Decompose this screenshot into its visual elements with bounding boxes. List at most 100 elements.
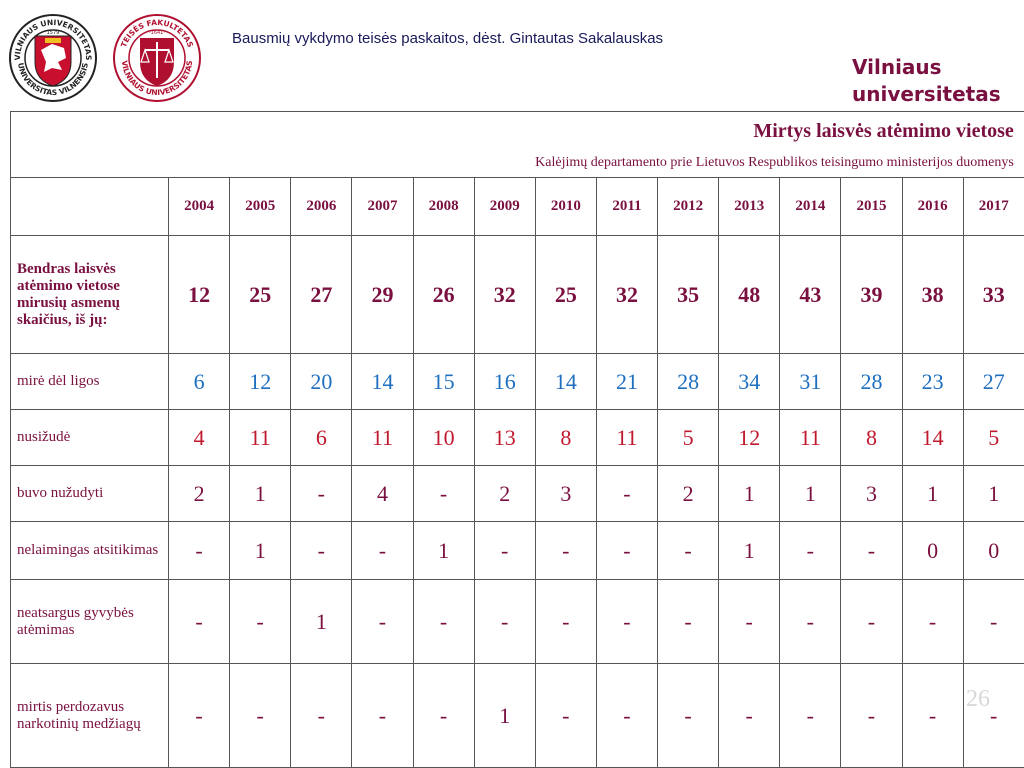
value-cell: - bbox=[595, 579, 659, 664]
value-cell: - bbox=[901, 663, 964, 768]
value-cell: 6 bbox=[290, 409, 353, 466]
value-cell: - bbox=[595, 663, 659, 768]
value-cell: 1 bbox=[473, 663, 536, 768]
value-cell: - bbox=[167, 579, 231, 664]
value-cell: 34 bbox=[718, 353, 781, 410]
value-cell: 1 bbox=[718, 465, 781, 522]
value-cell: 1 bbox=[901, 465, 964, 522]
university-logo: VILNIAUS UNIVERSITETAS UNIVERSITAS VILNE… bbox=[9, 14, 97, 102]
value-cell: 25 bbox=[229, 235, 292, 354]
value-cell: 1 bbox=[718, 521, 781, 580]
value-cell: - bbox=[718, 663, 781, 768]
value-cell: 27 bbox=[962, 353, 1024, 410]
value-cell: 38 bbox=[901, 235, 964, 354]
value-cell: - bbox=[962, 663, 1024, 768]
year-header: 2004 bbox=[167, 177, 231, 236]
value-cell: - bbox=[534, 521, 597, 580]
value-cell: - bbox=[351, 521, 414, 580]
value-cell: 4 bbox=[351, 465, 414, 522]
value-cell: 14 bbox=[534, 353, 597, 410]
value-cell: - bbox=[229, 579, 292, 664]
value-cell: 31 bbox=[779, 353, 842, 410]
year-row: 2004 2005 2006 2007 2008 2009 2010 2011 2012 2013… bbox=[10, 177, 1024, 236]
table-source: Kalėjimų departamento prie Lietuvos Resp… bbox=[535, 155, 1014, 170]
year-header: 2013 bbox=[718, 177, 781, 236]
table-title-row: Mirtys laisvės atėmimo vietose Kalėjimų … bbox=[10, 111, 1024, 178]
page-number: 26 bbox=[966, 686, 990, 712]
value-cell: 13 bbox=[473, 409, 536, 466]
empty-corner-cell bbox=[10, 177, 169, 236]
year-header: 2011 bbox=[595, 177, 659, 236]
value-cell: 4 bbox=[167, 409, 231, 466]
value-cell: 11 bbox=[779, 409, 842, 466]
table-title: Mirtys laisvės atėmimo vietose bbox=[753, 120, 1014, 142]
row-label: buvo nužudyti bbox=[10, 465, 169, 522]
value-cell: 14 bbox=[901, 409, 964, 466]
value-cell: 32 bbox=[473, 235, 536, 354]
value-cell: - bbox=[840, 663, 903, 768]
value-cell: - bbox=[351, 579, 414, 664]
value-cell: 11 bbox=[595, 409, 659, 466]
value-cell: 3 bbox=[840, 465, 903, 522]
year-header: 2014 bbox=[779, 177, 842, 236]
value-cell: 10 bbox=[412, 409, 475, 466]
value-cell: - bbox=[473, 579, 536, 664]
value-cell: 8 bbox=[840, 409, 903, 466]
value-cell: - bbox=[779, 579, 842, 664]
value-cell: - bbox=[840, 579, 903, 664]
value-cell: 15 bbox=[412, 353, 475, 410]
value-cell: - bbox=[290, 521, 353, 580]
value-cell: - bbox=[290, 465, 353, 522]
value-cell: 16 bbox=[473, 353, 536, 410]
brand-line-1: Vilniaus bbox=[852, 55, 942, 79]
value-cell: 39 bbox=[840, 235, 903, 354]
value-cell: 2 bbox=[167, 465, 231, 522]
value-cell: 3 bbox=[534, 465, 597, 522]
year-header: 2006 bbox=[290, 177, 353, 236]
value-cell: - bbox=[534, 579, 597, 664]
value-cell: 5 bbox=[962, 409, 1024, 466]
value-cell: 1 bbox=[412, 521, 475, 580]
value-cell: 0 bbox=[962, 521, 1024, 580]
value-cell: 28 bbox=[656, 353, 720, 410]
value-cell: 33 bbox=[962, 235, 1024, 354]
year-header: 2007 bbox=[351, 177, 414, 236]
year-header: 2008 bbox=[412, 177, 475, 236]
value-cell: - bbox=[534, 663, 597, 768]
value-cell: - bbox=[351, 663, 414, 768]
value-cell: - bbox=[595, 521, 659, 580]
value-cell: 12 bbox=[718, 409, 781, 466]
value-cell: 2 bbox=[656, 465, 720, 522]
year-header: 2005 bbox=[229, 177, 292, 236]
value-cell: 11 bbox=[229, 409, 292, 466]
table-row: buvo nužudyti 2 1-4-2 3-2 1 1 3 1 1 bbox=[10, 465, 1024, 522]
year-header: 2016 bbox=[901, 177, 964, 236]
value-cell: - bbox=[901, 579, 964, 664]
row-label: neatsargus gyvybės atėmimas bbox=[10, 579, 169, 664]
value-cell: - bbox=[656, 579, 720, 664]
row-label: nusižudė bbox=[10, 409, 169, 466]
value-cell: 21 bbox=[595, 353, 659, 410]
brand-wordmark: Vilniaus universitetas bbox=[852, 54, 1001, 108]
value-cell: 32 bbox=[595, 235, 659, 354]
svg-text:1579: 1579 bbox=[47, 30, 60, 36]
value-cell: 12 bbox=[167, 235, 231, 354]
brand-line-2: universitetas bbox=[852, 82, 1001, 106]
faculty-logo: TEISĖS FAKULTETAS VILNIAUS UNIVERSITETAS… bbox=[113, 14, 201, 102]
value-cell: 1 bbox=[962, 465, 1024, 522]
value-cell: - bbox=[167, 663, 231, 768]
table-row: Bendras laisvės atėmimo vietose mirusių … bbox=[10, 235, 1024, 354]
value-cell: 26 bbox=[412, 235, 475, 354]
table-row: neatsargus gyvybės atėmimas - -1- - - - - - - - - -… bbox=[10, 579, 1024, 664]
year-header: 2009 bbox=[473, 177, 536, 236]
value-cell: - bbox=[412, 663, 475, 768]
value-cell: 48 bbox=[718, 235, 781, 354]
svg-text:·1641·: ·1641· bbox=[149, 30, 165, 36]
value-cell: 8 bbox=[534, 409, 597, 466]
value-cell: 23 bbox=[901, 353, 964, 410]
row-label: mirtis perdozavus narkotinių medžiagų bbox=[10, 663, 169, 768]
value-cell: - bbox=[229, 663, 292, 768]
value-cell: - bbox=[718, 579, 781, 664]
table-row: nusižudė 4 11 6 11 10 13 8 11 5 12 11 8 14 5 bbox=[10, 409, 1024, 466]
value-cell: - bbox=[656, 663, 720, 768]
